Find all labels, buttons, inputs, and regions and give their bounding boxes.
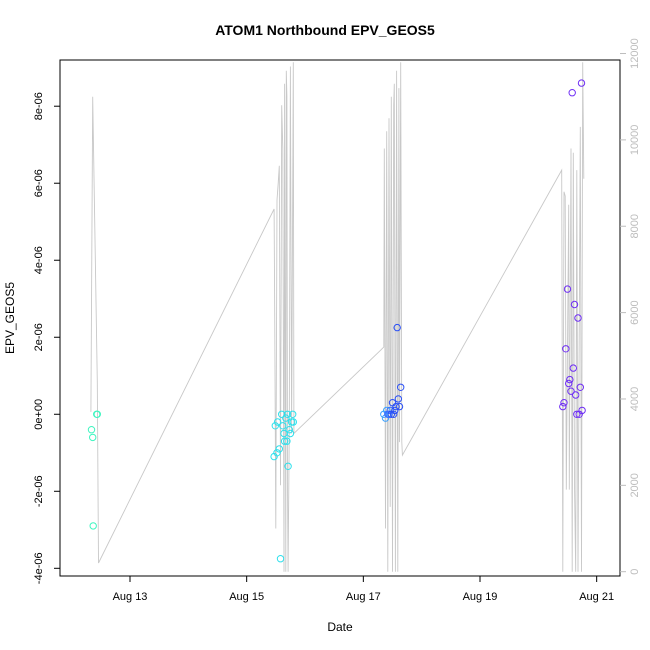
- data-point: [385, 410, 393, 418]
- x-axis: Aug 13 Aug 15 Aug 17 Aug 19 Aug 21: [113, 576, 614, 603]
- y2-tick-label: 8000: [629, 214, 641, 238]
- x-tick-label: Aug 17: [346, 591, 381, 603]
- data-point: [276, 555, 285, 563]
- data-point: [397, 383, 405, 391]
- y2-tick-label: 12000: [629, 38, 641, 69]
- y-tick-label: 8e-06: [33, 92, 45, 120]
- data-point: [271, 422, 279, 430]
- y-tick-label: -4e-06: [33, 552, 45, 584]
- data-point: [275, 445, 283, 453]
- x-tick-label: Aug 13: [113, 591, 148, 603]
- x-tick-label: Aug 15: [229, 591, 264, 603]
- data-point: [392, 402, 400, 411]
- data-point: [562, 345, 570, 353]
- data-point: [569, 364, 577, 372]
- data-point: [567, 387, 575, 395]
- y-tick-label: -2e-06: [33, 475, 45, 507]
- data-point: [572, 391, 580, 399]
- y2-tick-label: 4000: [629, 387, 641, 411]
- chart-title: ATOM1 Northbound EPV_GEOS5: [215, 22, 435, 38]
- y-tick-label: 0e+00: [33, 399, 45, 430]
- data-point: [87, 426, 96, 434]
- data-point: [285, 426, 293, 434]
- data-point: [391, 406, 399, 415]
- data-points-layer: [87, 79, 586, 563]
- y2-tick-label: 0: [629, 569, 641, 575]
- data-point: [286, 429, 295, 438]
- data-point: [577, 79, 586, 87]
- x-axis-label: Date: [327, 620, 353, 634]
- data-point: [578, 406, 586, 415]
- data-point: [570, 300, 579, 309]
- plot-area-frame: [59, 59, 621, 577]
- data-point: [573, 410, 581, 418]
- data-point: [574, 314, 582, 322]
- data-point: [282, 414, 290, 422]
- data-point: [279, 422, 287, 430]
- data-point: [565, 379, 573, 388]
- y-tick-label: 6e-06: [33, 169, 45, 197]
- y-axis: -4e-06 -2e-06 0e+00 2e-06 4e-06 6e-06 8e-06: [33, 92, 60, 584]
- data-point: [89, 433, 97, 442]
- data-point: [560, 399, 568, 407]
- y2-tick-label: 6000: [629, 300, 641, 324]
- data-point: [273, 449, 281, 457]
- data-point: [283, 410, 292, 418]
- data-point: [383, 406, 391, 415]
- data-point: [395, 402, 404, 411]
- y-tick-label: 4e-06: [33, 246, 45, 274]
- data-point: [289, 418, 297, 426]
- x-tick-label: Aug 21: [579, 591, 614, 603]
- y2-tick-label: 2000: [629, 473, 641, 497]
- y-axis-label: EPV_GEOS5: [3, 282, 17, 354]
- data-point: [284, 462, 292, 470]
- data-point: [289, 410, 297, 418]
- data-point: [568, 89, 576, 97]
- secondary-series-line: [90, 62, 585, 572]
- y2-tick-label: 10000: [629, 125, 641, 156]
- data-point: [390, 410, 398, 418]
- secondary-series-layer: [90, 62, 585, 572]
- data-point: [576, 383, 584, 391]
- data-point: [283, 437, 291, 445]
- data-point: [273, 418, 282, 426]
- x-tick-label: Aug 19: [463, 591, 498, 603]
- data-point: [566, 375, 574, 384]
- y2-axis: 0 2000 4000 6000 8000 10000 12000: [620, 38, 641, 575]
- data-point: [563, 285, 572, 293]
- data-point: [89, 522, 97, 530]
- data-point: [394, 395, 402, 403]
- data-point: [280, 437, 289, 445]
- data-point: [393, 323, 401, 332]
- data-point: [93, 410, 102, 418]
- data-point: [278, 410, 286, 418]
- y-tick-label: 2e-06: [33, 323, 45, 351]
- data-point: [559, 402, 567, 411]
